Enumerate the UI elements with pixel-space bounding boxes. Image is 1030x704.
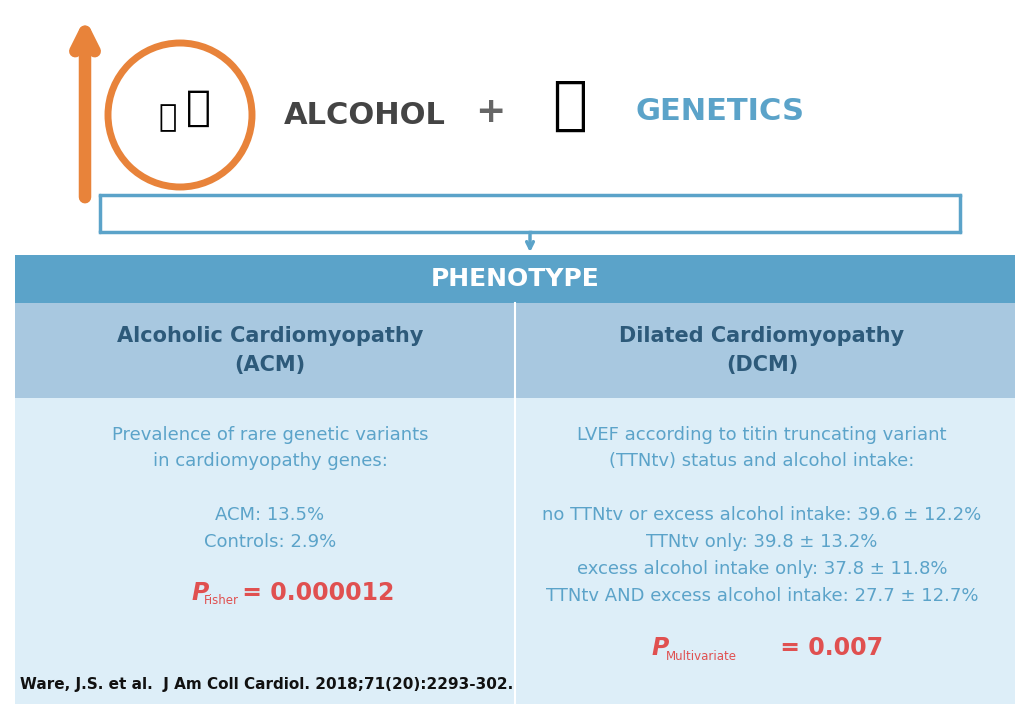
Text: 🧬: 🧬 — [552, 77, 587, 134]
Text: ACM: 13.5%: ACM: 13.5% — [215, 506, 324, 524]
Text: Alcoholic Cardiomyopathy
(ACM): Alcoholic Cardiomyopathy (ACM) — [116, 327, 423, 375]
Text: ALCOHOL: ALCOHOL — [284, 101, 446, 130]
Text: = 0.000012: = 0.000012 — [234, 581, 394, 605]
Text: = 0.007: = 0.007 — [772, 636, 883, 660]
Text: TTNtv AND excess alcohol intake: 27.7 ± 12.7%: TTNtv AND excess alcohol intake: 27.7 ± … — [546, 587, 978, 605]
Text: Multivariate: Multivariate — [666, 650, 737, 662]
Text: TTNtv only: 39.8 ± 13.2%: TTNtv only: 39.8 ± 13.2% — [646, 533, 878, 551]
Text: Ware, J.S. et al.  J Am Coll Cardiol. 2018;71(20):2293-302.: Ware, J.S. et al. J Am Coll Cardiol. 201… — [20, 677, 513, 692]
Text: PHENOTYPE: PHENOTYPE — [431, 267, 599, 291]
Text: no TTNtv or excess alcohol intake: 39.6 ± 12.2%: no TTNtv or excess alcohol intake: 39.6 … — [543, 506, 982, 524]
Text: GENETICS: GENETICS — [636, 97, 804, 127]
Text: Fisher: Fisher — [204, 594, 239, 608]
Text: Prevalence of rare genetic variants
in cardiomyopathy genes:: Prevalence of rare genetic variants in c… — [111, 426, 428, 470]
Text: excess alcohol intake only: 37.8 ± 11.8%: excess alcohol intake only: 37.8 ± 11.8% — [577, 560, 948, 578]
Text: 🥂: 🥂 — [159, 103, 177, 132]
Text: +: + — [475, 95, 505, 129]
Text: Controls: 2.9%: Controls: 2.9% — [204, 533, 336, 551]
FancyBboxPatch shape — [15, 255, 1015, 303]
FancyBboxPatch shape — [15, 303, 1015, 398]
Text: LVEF according to titin truncating variant
(TTNtv) status and alcohol intake:: LVEF according to titin truncating varia… — [577, 426, 947, 470]
FancyBboxPatch shape — [15, 398, 1015, 704]
Text: P: P — [192, 581, 209, 605]
Text: 🍾: 🍾 — [185, 87, 210, 129]
Text: P: P — [652, 636, 670, 660]
Text: Dilated Cardiomyopathy
(DCM): Dilated Cardiomyopathy (DCM) — [619, 327, 904, 375]
